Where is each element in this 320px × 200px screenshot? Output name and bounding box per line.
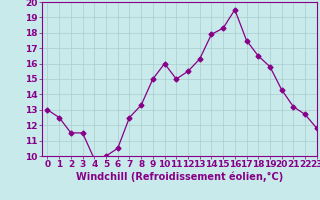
X-axis label: Windchill (Refroidissement éolien,°C): Windchill (Refroidissement éolien,°C) bbox=[76, 172, 283, 182]
